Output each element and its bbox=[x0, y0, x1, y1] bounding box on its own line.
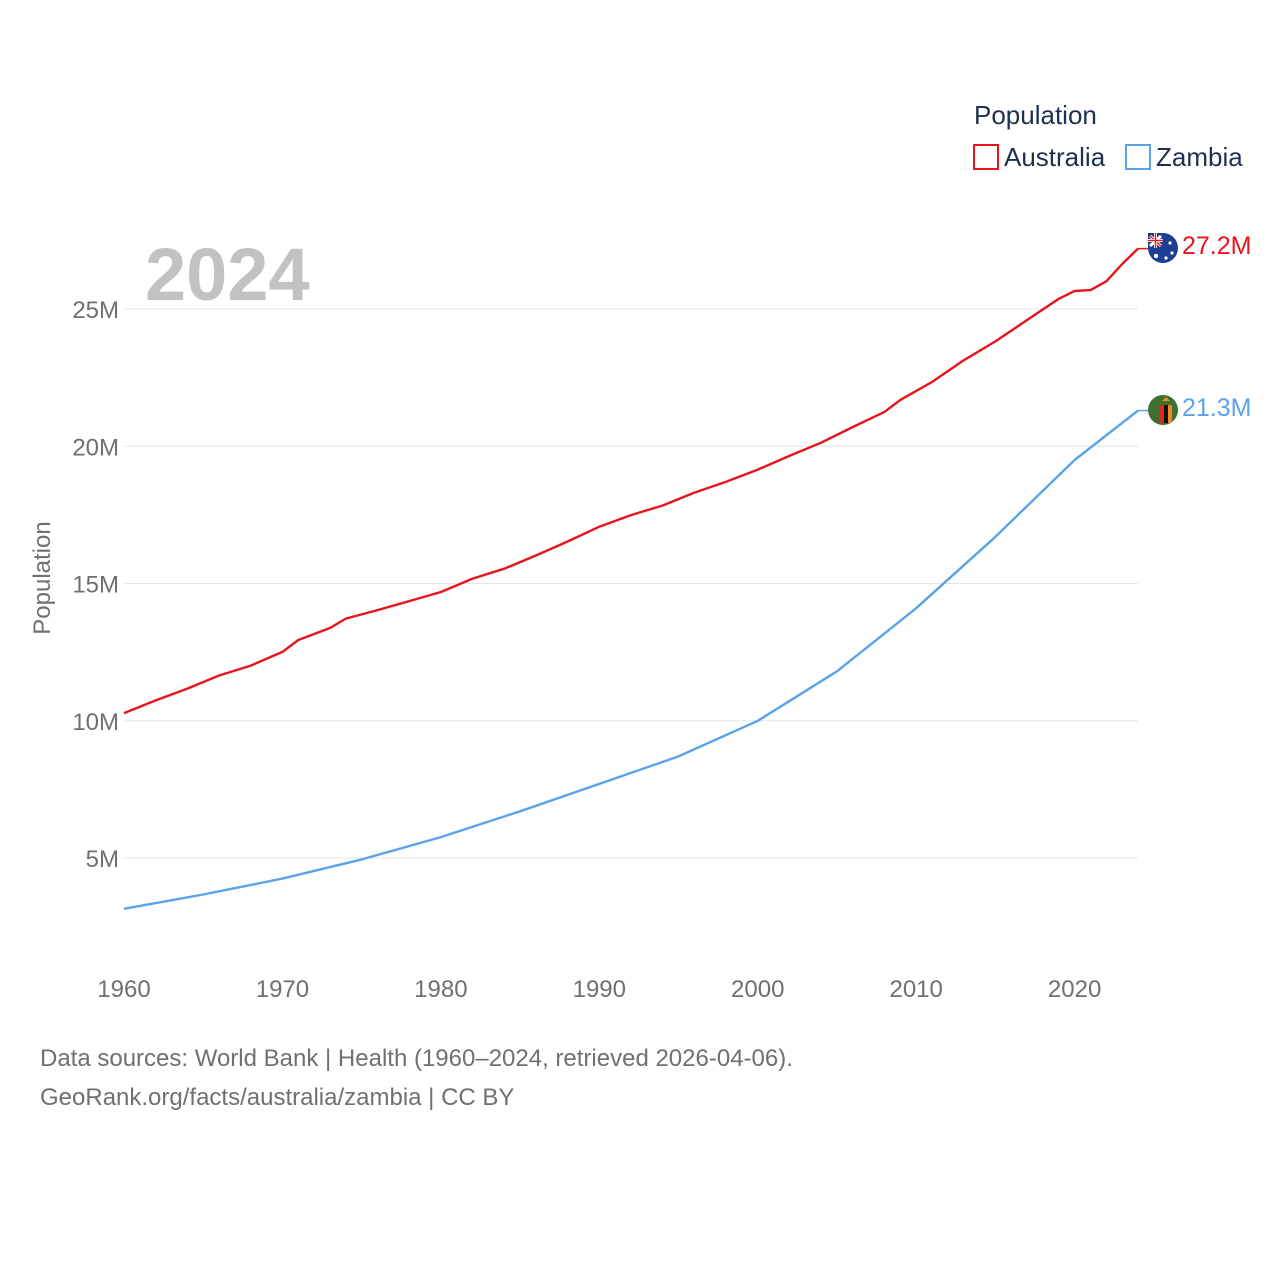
x-tick-label: 1960 bbox=[97, 976, 150, 1003]
x-tick-label: 2020 bbox=[1048, 976, 1101, 1003]
series-layer bbox=[123, 247, 1148, 910]
legend-title: Population bbox=[974, 100, 1097, 130]
legend-swatch-zambia[interactable] bbox=[1125, 144, 1151, 170]
series-line-zambia[interactable] bbox=[123, 409, 1139, 910]
end-label-zambia: 21.3M bbox=[1182, 394, 1251, 422]
y-tick-label: 25M bbox=[72, 297, 119, 324]
footer-sources: Data sources: World Bank | Health (1960–… bbox=[40, 1045, 793, 1072]
footer-attribution: GeoRank.org/facts/australia/zambia | CC … bbox=[40, 1084, 515, 1111]
end-label-australia: 27.2M bbox=[1182, 232, 1251, 260]
x-tick-label: 1970 bbox=[256, 976, 309, 1003]
x-tick-label: 1990 bbox=[573, 976, 626, 1003]
x-axis-ticks: 1960 1970 1980 1990 2000 2010 2020 bbox=[97, 976, 1101, 1003]
y-tick-label: 15M bbox=[72, 572, 119, 599]
y-axis-ticks: 5M 10M 15M 20M 25M bbox=[72, 297, 119, 873]
y-axis-label: Population bbox=[29, 521, 56, 634]
series-line-australia[interactable] bbox=[123, 247, 1139, 715]
x-tick-label: 1980 bbox=[414, 976, 467, 1003]
grid-lines bbox=[124, 308, 1138, 859]
legend-swatch-australia[interactable] bbox=[973, 144, 999, 170]
year-label: 2024 bbox=[145, 233, 310, 316]
legend: Population Australia Zambia bbox=[973, 100, 1243, 172]
x-tick-label: 2010 bbox=[889, 976, 942, 1003]
y-tick-label: 20M bbox=[72, 434, 119, 461]
australia-flag-icon bbox=[1148, 233, 1178, 263]
chart: 5M 10M 15M 20M 25M 1960 1970 1980 1990 2000 2010 2… bbox=[29, 100, 1251, 1003]
zambia-flag-icon bbox=[1148, 395, 1178, 425]
legend-label-australia[interactable]: Australia bbox=[1004, 142, 1106, 172]
x-tick-label: 2000 bbox=[731, 976, 784, 1003]
legend-label-zambia[interactable]: Zambia bbox=[1156, 142, 1243, 172]
y-tick-label: 5M bbox=[86, 846, 119, 873]
y-tick-label: 10M bbox=[72, 709, 119, 736]
